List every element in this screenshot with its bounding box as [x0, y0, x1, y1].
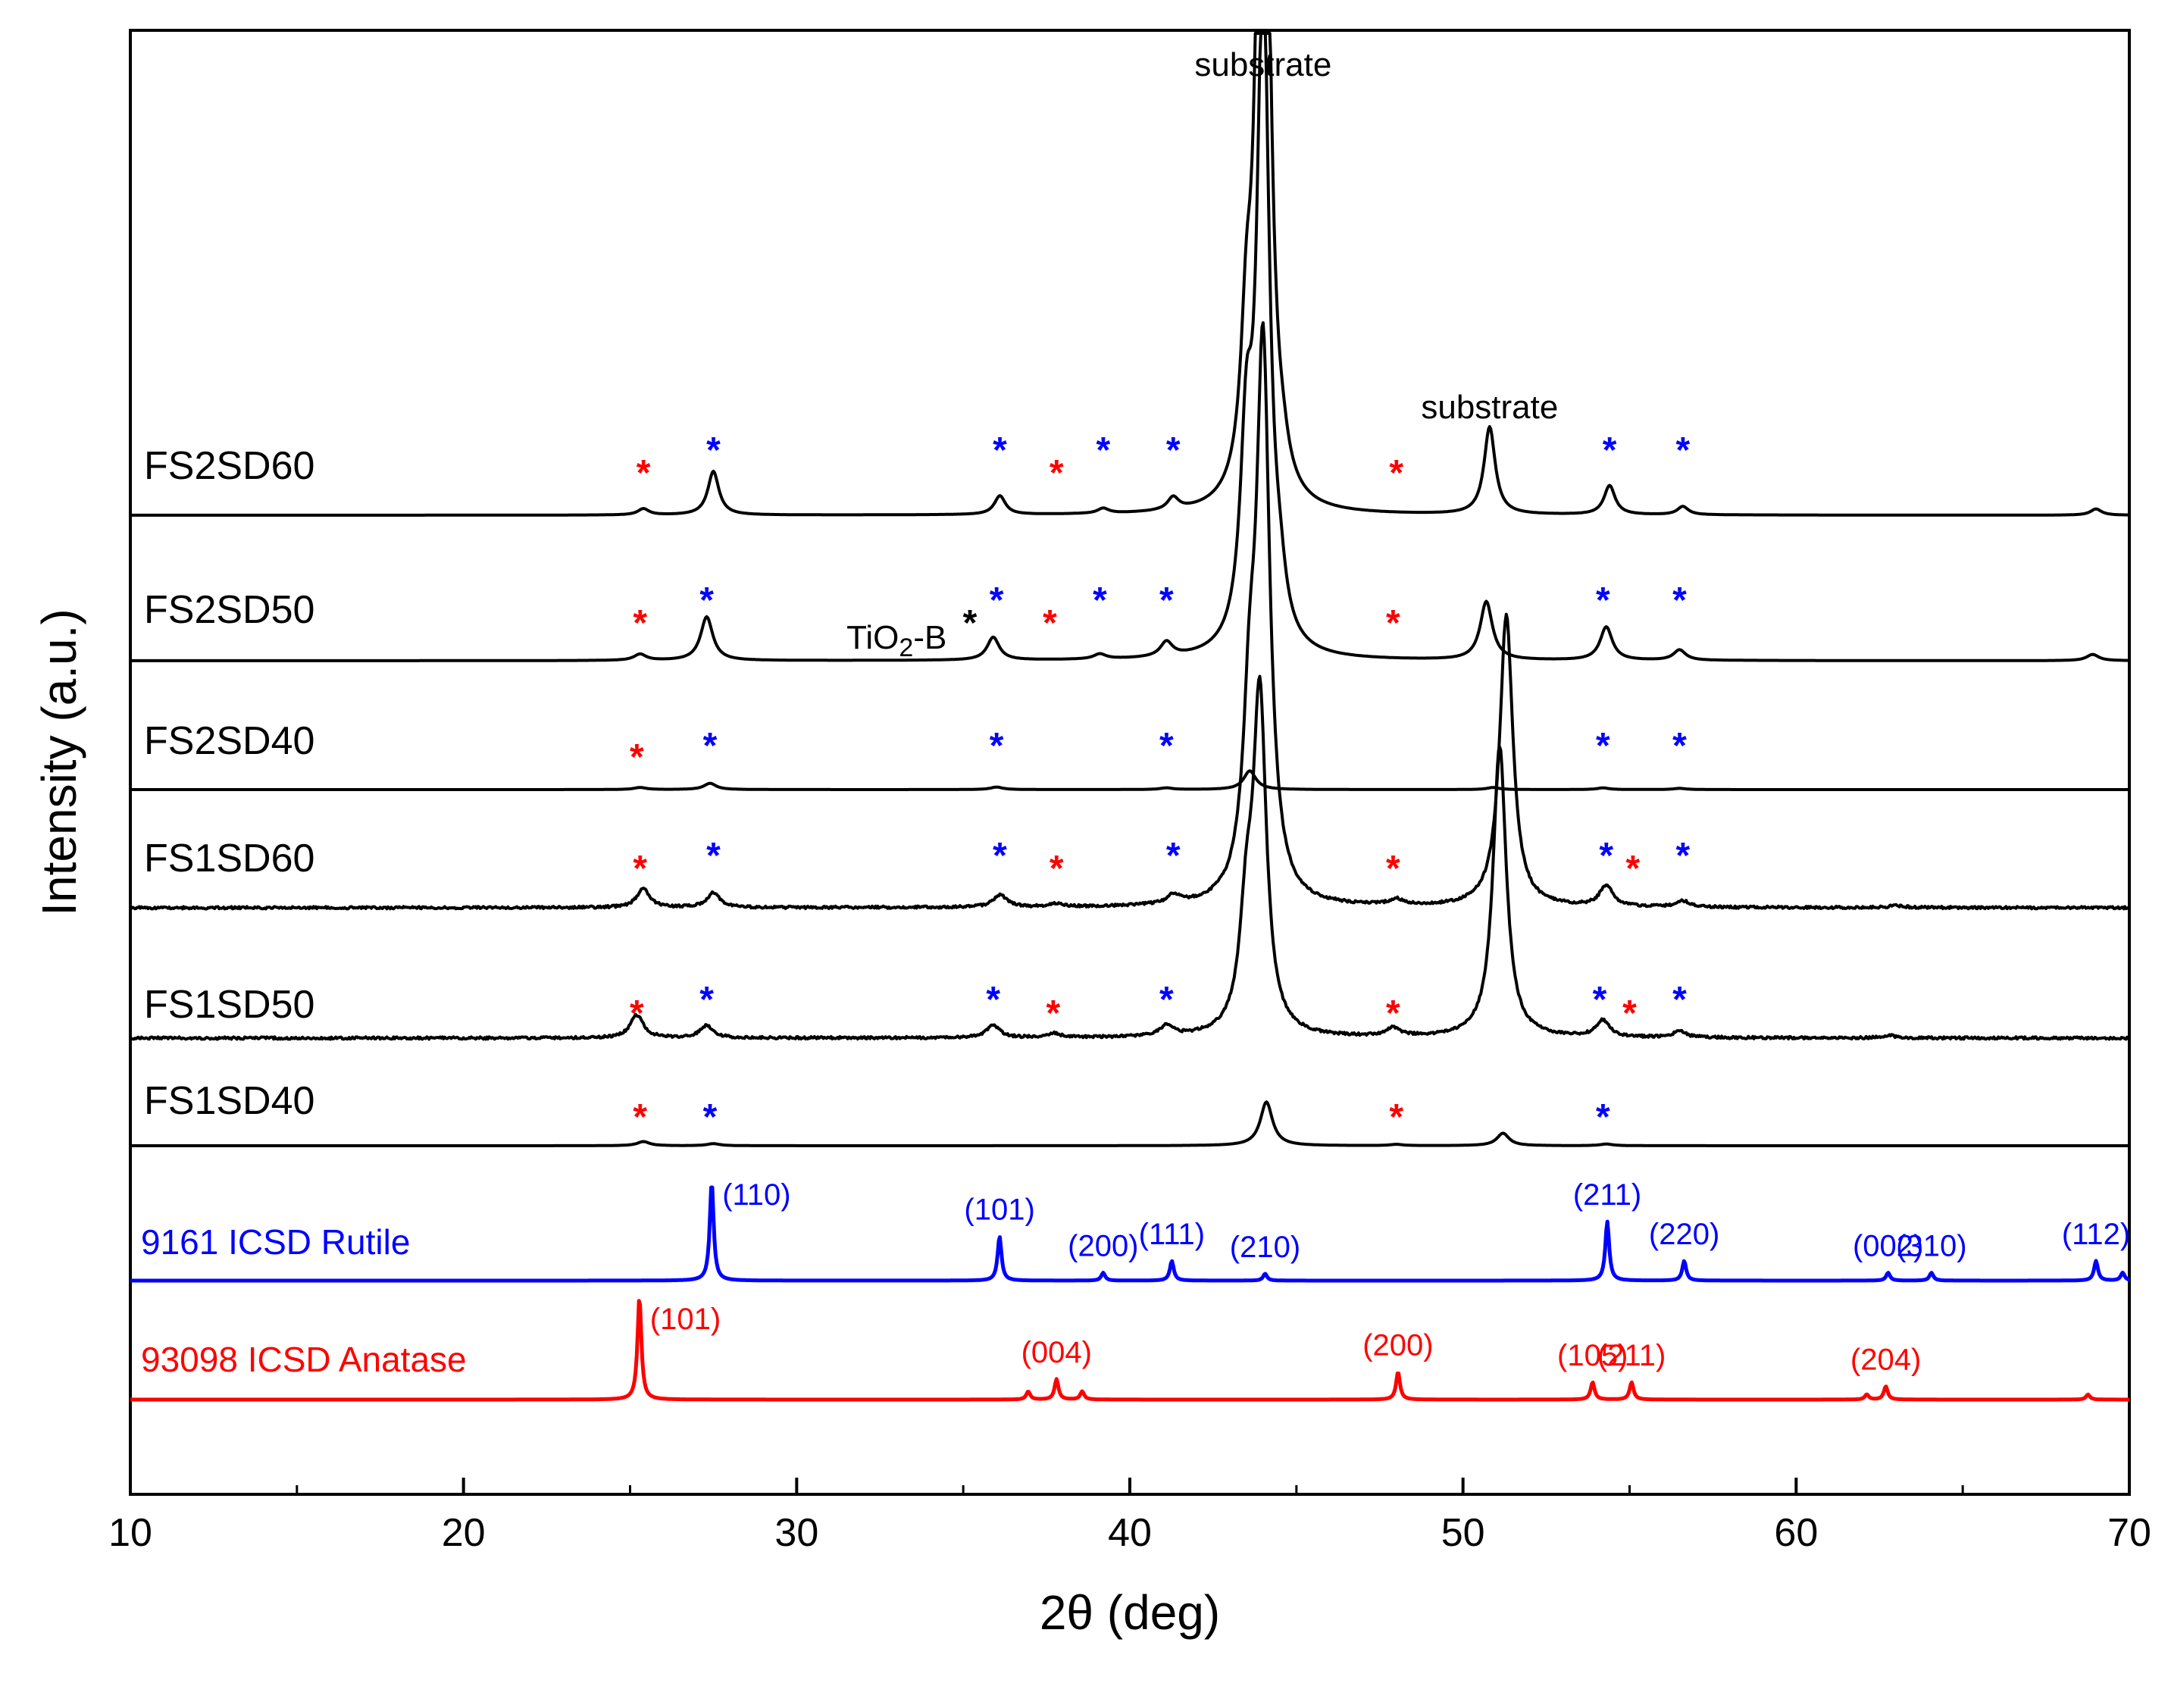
phase-marker-anatase: *: [1050, 849, 1064, 889]
series-label: 9161 ICSD Rutile: [141, 1222, 410, 1262]
series-label: FS1SD40: [144, 1079, 314, 1123]
phase-marker-rutile: *: [1676, 836, 1691, 876]
hkl-label: (112): [2062, 1218, 2130, 1251]
hkl-label: (105): [1557, 1339, 1628, 1372]
phase-marker-anatase: *: [633, 603, 647, 643]
phase-marker-rutile: *: [1159, 580, 1174, 621]
phase-marker-anatase: *: [1046, 993, 1061, 1034]
phase-marker-anatase: *: [1626, 849, 1641, 889]
series-line-fs2sd40: [130, 769, 2130, 791]
annotation-label: substrate: [1194, 46, 1331, 83]
hkl-label: (002): [1853, 1230, 1923, 1263]
phase-marker-rutile: *: [993, 430, 1007, 471]
x-tick-label: 40: [1108, 1511, 1152, 1555]
phase-marker-tio2b: *: [963, 603, 978, 643]
hkl-label: (200): [1362, 1329, 1433, 1362]
labels-group: FS2SD60 * * * * * * * * * FS2SD50 * * * * * * * * * * FS2SD40…: [141, 46, 2130, 1379]
x-tick-label: 20: [442, 1511, 486, 1555]
phase-marker-rutile: *: [986, 980, 1000, 1020]
hkl-label: (200): [1068, 1230, 1138, 1263]
hkl-label: (211): [1573, 1178, 1641, 1212]
phase-marker-anatase: *: [630, 993, 644, 1034]
x-axis: 10 20 30 40 50 60 70: [108, 1478, 2151, 1555]
phase-marker-rutile: *: [699, 580, 714, 621]
series-label: FS2SD50: [144, 588, 314, 632]
phase-marker-rutile: *: [1166, 836, 1181, 876]
phase-marker-rutile: *: [1599, 836, 1613, 876]
series-label: FS2SD40: [144, 719, 314, 763]
phase-marker-rutile: *: [993, 836, 1007, 876]
phase-marker-rutile: *: [1672, 580, 1687, 621]
hkl-label: (111): [1139, 1218, 1205, 1251]
phase-marker-anatase: *: [1389, 453, 1403, 493]
phase-marker-rutile: *: [703, 726, 718, 766]
x-tick-label: 60: [1774, 1511, 1818, 1555]
phase-marker-rutile: *: [1672, 980, 1687, 1020]
series-line-fs1sd40: [130, 1100, 2130, 1147]
phase-marker-rutile: *: [1596, 580, 1610, 621]
y-axis-title: Intensity (a.u.): [32, 608, 86, 916]
hkl-label: (101): [964, 1193, 1034, 1227]
series-label: FS1SD60: [144, 837, 314, 881]
phase-marker-rutile: *: [1676, 430, 1691, 471]
hkl-label: (004): [1021, 1336, 1092, 1369]
annotation-label: substrate: [1421, 389, 1558, 426]
series-label: FS1SD50: [144, 983, 314, 1027]
series-line-fs2sd60: [130, 32, 2130, 517]
x-tick-label: 30: [774, 1511, 818, 1555]
phase-marker-rutile: *: [1159, 980, 1174, 1020]
series-line-fs1sd60: [129, 321, 2131, 911]
hkl-label: (211): [1597, 1339, 1666, 1372]
phase-marker-rutile: *: [1096, 430, 1110, 471]
hkl-label: (220): [1649, 1218, 1719, 1251]
phase-marker-anatase: *: [1050, 453, 1064, 493]
phase-marker-rutile: *: [699, 980, 714, 1020]
phase-marker-anatase: *: [1043, 603, 1057, 643]
hkl-label: (101): [650, 1303, 721, 1336]
phase-marker-rutile: *: [990, 726, 1004, 766]
phase-marker-anatase: *: [633, 849, 647, 889]
series-label: FS2SD60: [144, 444, 314, 488]
hkl-label: (204): [1850, 1343, 1921, 1376]
phase-marker-anatase: *: [1622, 993, 1637, 1034]
x-tick-label: 10: [108, 1511, 152, 1555]
hkl-label: (310): [1896, 1230, 1966, 1263]
hkl-label: (210): [1230, 1231, 1300, 1264]
phase-marker-rutile: *: [1166, 430, 1181, 471]
phase-marker-rutile: *: [1093, 580, 1107, 621]
series-label: 93098 ICSD Anatase: [141, 1340, 467, 1379]
phase-marker-rutile: *: [1672, 726, 1687, 766]
phase-marker-anatase: *: [637, 453, 651, 493]
phase-marker-anatase: *: [1386, 993, 1400, 1034]
series-line-93098-icsd-anatase: [130, 1299, 2130, 1402]
phase-marker-anatase: *: [1386, 603, 1400, 643]
hkl-label: (110): [722, 1178, 790, 1212]
phase-marker-rutile: *: [990, 580, 1004, 621]
phase-marker-rutile: *: [1593, 980, 1607, 1020]
annotation-label: TiO2-B: [846, 619, 946, 662]
phase-marker-rutile: *: [1603, 430, 1617, 471]
x-tick-label: 70: [2107, 1511, 2151, 1555]
phase-marker-rutile: *: [706, 836, 721, 876]
phase-marker-rutile: *: [1596, 726, 1610, 766]
phase-marker-anatase: *: [1389, 1097, 1403, 1137]
phase-marker-rutile: *: [703, 1097, 718, 1137]
phase-marker-rutile: *: [706, 430, 721, 471]
traces-group: [129, 32, 2131, 1402]
series-line-9161-icsd-rutile: [130, 1185, 2130, 1283]
phase-marker-rutile: *: [1596, 1097, 1610, 1137]
x-axis-title: 2θ (deg): [1040, 1585, 1220, 1640]
phase-marker-anatase: *: [630, 737, 644, 777]
phase-marker-rutile: *: [1159, 726, 1174, 766]
series-line-fs2sd50: [130, 32, 2130, 662]
phase-marker-anatase: *: [633, 1097, 647, 1137]
phase-marker-anatase: *: [1386, 849, 1400, 889]
x-tick-label: 50: [1441, 1511, 1485, 1555]
series-line-fs1sd50: [130, 674, 2131, 1041]
